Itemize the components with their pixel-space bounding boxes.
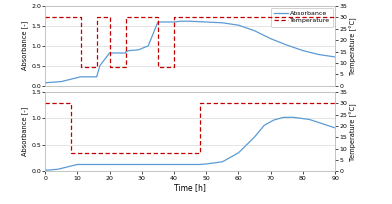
Absorbance bbox=[75, 163, 80, 166]
Temperature bbox=[43, 102, 47, 104]
Temperature bbox=[94, 66, 99, 69]
Absorbance bbox=[252, 136, 257, 138]
Absorbance bbox=[204, 21, 209, 23]
Y-axis label: Temperature [°C]: Temperature [°C] bbox=[350, 17, 358, 75]
Absorbance bbox=[188, 20, 192, 22]
Absorbance bbox=[333, 127, 338, 129]
Temperature bbox=[94, 16, 99, 19]
Absorbance bbox=[317, 53, 321, 56]
Temperature bbox=[333, 102, 338, 104]
Line: Absorbance: Absorbance bbox=[45, 117, 335, 170]
Temperature bbox=[75, 152, 80, 154]
Absorbance bbox=[156, 21, 160, 23]
Absorbance bbox=[43, 82, 47, 84]
Y-axis label: Absorbance [-]: Absorbance [-] bbox=[22, 107, 28, 156]
Legend: Absorbance, Temperature: Absorbance, Temperature bbox=[270, 8, 333, 27]
Absorbance bbox=[172, 21, 176, 23]
Line: Absorbance: Absorbance bbox=[45, 21, 335, 83]
Temperature bbox=[78, 66, 83, 69]
Line: Temperature: Temperature bbox=[45, 18, 335, 67]
Absorbance bbox=[269, 38, 273, 40]
Temperature bbox=[198, 102, 202, 104]
Temperature bbox=[204, 102, 209, 104]
Absorbance bbox=[291, 116, 296, 119]
Temperature bbox=[198, 152, 202, 154]
Temperature bbox=[78, 16, 83, 19]
Absorbance bbox=[285, 44, 289, 46]
Absorbance bbox=[323, 124, 328, 126]
Temperature bbox=[123, 16, 128, 19]
Absorbance bbox=[281, 116, 286, 119]
Temperature bbox=[156, 66, 160, 69]
Absorbance bbox=[262, 124, 267, 126]
Absorbance bbox=[236, 24, 241, 26]
Absorbance bbox=[307, 118, 312, 121]
Temperature bbox=[43, 16, 47, 19]
Absorbance bbox=[272, 119, 276, 121]
Line: Temperature: Temperature bbox=[45, 103, 335, 153]
Temperature bbox=[156, 16, 160, 19]
Temperature bbox=[69, 152, 73, 154]
Absorbance bbox=[204, 163, 209, 165]
Absorbance bbox=[69, 78, 73, 80]
Temperature bbox=[172, 16, 176, 19]
Absorbance bbox=[78, 76, 83, 78]
Absorbance bbox=[252, 30, 257, 32]
Temperature bbox=[123, 66, 128, 69]
Absorbance bbox=[178, 20, 183, 22]
Absorbance bbox=[236, 152, 241, 154]
Absorbance bbox=[172, 21, 176, 23]
Absorbance bbox=[198, 163, 202, 166]
Absorbance bbox=[56, 168, 60, 171]
Y-axis label: Temperature [°C]: Temperature [°C] bbox=[350, 103, 358, 161]
Temperature bbox=[75, 152, 80, 154]
Absorbance bbox=[220, 161, 225, 163]
Absorbance bbox=[69, 165, 73, 167]
Absorbance bbox=[301, 49, 305, 52]
X-axis label: Time [h]: Time [h] bbox=[174, 183, 206, 192]
Absorbance bbox=[127, 49, 131, 52]
Absorbance bbox=[156, 21, 160, 23]
Absorbance bbox=[94, 76, 99, 78]
Absorbance bbox=[123, 52, 128, 54]
Temperature bbox=[204, 102, 209, 104]
Absorbance bbox=[146, 45, 151, 47]
Y-axis label: Absorbance [-]: Absorbance [-] bbox=[22, 21, 28, 70]
Temperature bbox=[69, 102, 73, 104]
Absorbance bbox=[78, 76, 83, 78]
Absorbance bbox=[59, 80, 64, 83]
Absorbance bbox=[136, 49, 141, 51]
Absorbance bbox=[98, 64, 102, 67]
Absorbance bbox=[333, 56, 338, 58]
Absorbance bbox=[107, 52, 112, 54]
Absorbance bbox=[123, 51, 128, 53]
Absorbance bbox=[107, 52, 112, 54]
Absorbance bbox=[43, 169, 47, 172]
Absorbance bbox=[94, 76, 99, 78]
Temperature bbox=[107, 16, 112, 19]
Temperature bbox=[107, 66, 112, 69]
Temperature bbox=[172, 66, 176, 69]
Absorbance bbox=[220, 22, 225, 24]
Temperature bbox=[333, 16, 338, 19]
